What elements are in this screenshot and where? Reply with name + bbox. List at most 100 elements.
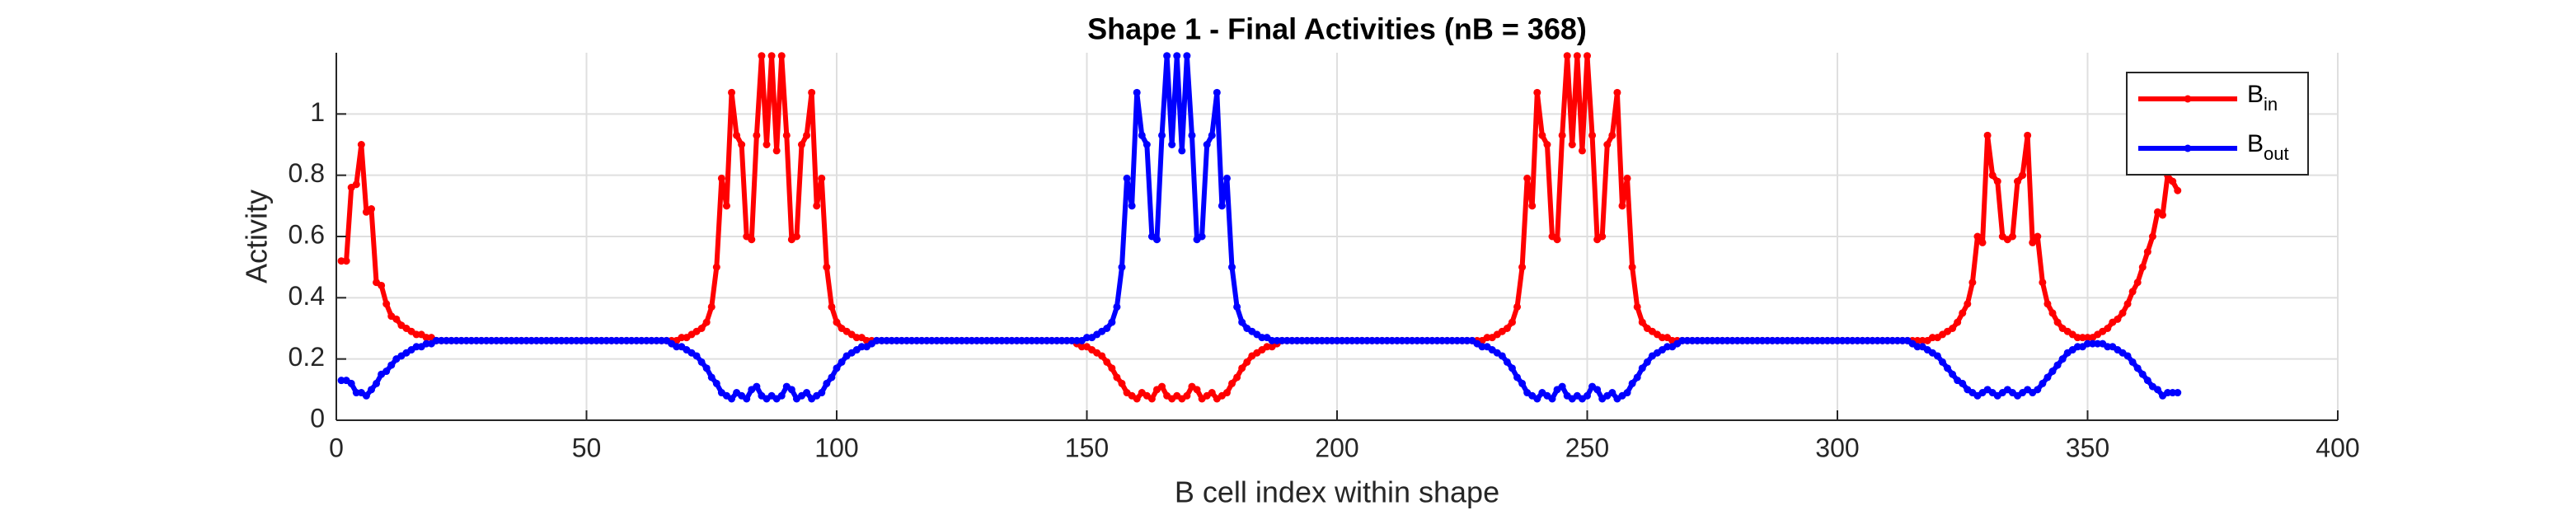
x-tick-label: 50 <box>572 433 602 462</box>
data-point <box>1198 232 1206 241</box>
data-point <box>1538 131 1546 139</box>
plot-area <box>337 52 2182 403</box>
data-point <box>1128 202 1136 210</box>
data-point <box>1183 52 1191 60</box>
data-point <box>1233 302 1241 311</box>
data-point <box>1543 141 1551 148</box>
data-point <box>1173 52 1181 60</box>
data-point <box>1603 141 1612 148</box>
data-point <box>347 379 355 387</box>
data-point <box>1944 364 1952 372</box>
data-point <box>722 202 730 210</box>
data-point <box>777 391 786 400</box>
data-point <box>357 141 365 148</box>
data-point <box>1108 364 1116 372</box>
data-point <box>823 379 831 387</box>
data-point <box>1608 389 1616 397</box>
y-tick-label: 0.2 <box>289 342 325 372</box>
data-point <box>833 364 841 372</box>
data-point <box>1238 364 1246 372</box>
data-point <box>2143 377 2151 385</box>
data-point <box>1584 391 1591 400</box>
data-point <box>367 205 375 213</box>
data-point <box>1143 141 1151 148</box>
data-point <box>1949 325 1957 332</box>
data-point <box>2053 318 2062 326</box>
y-tick-label: 0 <box>310 403 325 433</box>
data-point <box>1959 309 1967 317</box>
data-point <box>387 361 396 369</box>
data-point <box>728 88 736 96</box>
data-point <box>1098 352 1106 360</box>
data-point <box>1933 352 1941 360</box>
data-point <box>707 302 716 311</box>
data-point <box>1518 379 1527 387</box>
data-point <box>1203 141 1211 148</box>
legend-subscript: in <box>2264 94 2278 115</box>
data-point <box>1113 302 1121 311</box>
data-point <box>1208 131 1216 139</box>
data-point <box>1959 379 1967 387</box>
data-point <box>828 373 836 382</box>
data-point <box>367 386 375 394</box>
data-point <box>2029 238 2037 246</box>
data-point <box>1113 373 1121 382</box>
data-point <box>2138 263 2147 271</box>
data-point <box>792 232 800 241</box>
data-point <box>1133 395 1141 403</box>
data-point <box>1498 352 1506 360</box>
data-point <box>2104 325 2112 332</box>
data-point <box>2123 352 2132 360</box>
data-point <box>818 389 826 397</box>
data-point <box>2043 373 2052 382</box>
legend-marker <box>2184 144 2192 152</box>
data-point <box>2143 248 2151 256</box>
x-tick-label: 300 <box>1815 433 1859 462</box>
data-point <box>1598 232 1607 241</box>
data-point <box>1518 263 1527 271</box>
data-point <box>1978 238 1987 246</box>
axes: 0 50 100 150 200 250 300 350 400 0 0.2 0.4 0.6 0.8 1 <box>289 53 2360 462</box>
y-tick-label: 1 <box>310 97 325 127</box>
data-point <box>1623 389 1631 397</box>
data-point <box>1588 131 1597 139</box>
data-point <box>803 131 811 139</box>
data-point <box>1222 389 1231 397</box>
data-point <box>1628 263 1636 271</box>
data-point <box>1228 263 1236 271</box>
data-point <box>1968 279 1977 287</box>
data-point <box>1568 141 1576 148</box>
chart-title: Shape 1 - Final Activities (nB = 368) <box>1087 12 1587 46</box>
data-point <box>1208 389 1216 397</box>
data-point <box>382 368 391 376</box>
legend-label: Bout <box>2247 130 2289 164</box>
data-point <box>392 315 401 323</box>
data-point <box>1949 370 1957 378</box>
data-point <box>2133 364 2142 372</box>
data-point <box>1503 325 1511 332</box>
data-point <box>1213 88 1221 96</box>
data-point <box>1964 300 1972 308</box>
data-point <box>1584 52 1591 60</box>
data-point <box>753 131 761 139</box>
data-point <box>2024 131 2032 139</box>
data-point <box>1638 364 1646 372</box>
data-point <box>1238 318 1246 326</box>
data-point <box>712 379 720 387</box>
legend-subscript: out <box>2264 143 2289 164</box>
data-point <box>1573 52 1581 60</box>
data-point <box>2014 177 2022 185</box>
x-tick-label: 100 <box>814 433 858 462</box>
data-point <box>767 52 776 60</box>
data-point <box>702 364 711 372</box>
data-point <box>813 202 821 210</box>
x-tick-label: 250 <box>1565 433 1609 462</box>
data-point <box>787 386 795 394</box>
data-point <box>1233 373 1241 382</box>
data-point <box>1243 358 1251 366</box>
data-point <box>1608 131 1616 139</box>
data-point <box>697 358 706 366</box>
data-point <box>733 131 741 139</box>
